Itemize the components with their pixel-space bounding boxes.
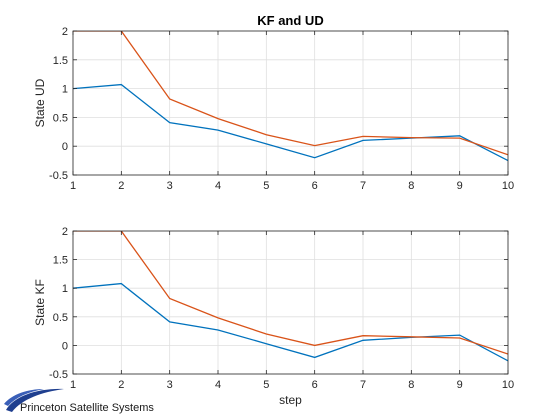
logo: Princeton Satellite Systems (4, 388, 154, 414)
top-y-axis-label: State UD (33, 78, 47, 127)
top-y-tick-label: 0.5 (53, 112, 68, 124)
top-axes-box (72, 30, 509, 176)
logo-text: Princeton Satellite Systems (20, 402, 154, 414)
bottom-y-tick-label: 0.5 (53, 312, 68, 324)
top-x-tick-label: 1 (70, 180, 76, 192)
bottom-y-tick-label: 1 (62, 283, 68, 295)
top-axes: 1 2 3 4 5 6 7 8 9 10 -0.5 0 0.5 1 1.5 2 KF and UD State U… (33, 13, 514, 192)
bottom-axes-box (72, 230, 509, 375)
top-y-tick-label: -0.5 (49, 170, 68, 182)
bottom-y-axis-label: State KF (33, 279, 47, 326)
top-y-tick-label: 0 (62, 141, 68, 153)
top-chart-title: KF and UD (257, 13, 323, 28)
top-plot-area (73, 31, 508, 175)
bottom-x-tick-label: 9 (457, 379, 463, 391)
bottom-x-tick-label: 10 (502, 379, 514, 391)
top-y-tick-label: 1.5 (53, 55, 68, 67)
bottom-x-tick-label: 4 (215, 379, 221, 391)
bottom-x-tick-label: 6 (312, 379, 318, 391)
top-series-line-2 (73, 31, 508, 156)
top-x-tick-label: 8 (408, 180, 414, 192)
top-x-tick-label: 9 (457, 180, 463, 192)
top-series-line-1 (73, 83, 508, 162)
bottom-x-tick-label: 7 (360, 379, 366, 391)
top-x-tick-label: 2 (118, 180, 124, 192)
top-x-tick-label: 3 (167, 180, 173, 192)
top-x-tick-label: 7 (360, 180, 366, 192)
bottom-series-line-1 (73, 282, 508, 362)
top-x-tick-label: 5 (263, 180, 269, 192)
top-y-tick-label: 1 (62, 84, 68, 96)
bottom-x-axis-label: step (279, 393, 302, 407)
top-x-tick-label: 10 (502, 180, 514, 192)
bottom-x-tick-label: 3 (167, 379, 173, 391)
top-x-tick-label: 4 (215, 180, 221, 192)
bottom-series-line-2 (73, 231, 508, 355)
bottom-y-tick-label: -0.5 (49, 369, 68, 381)
bottom-y-tick-label: 0 (62, 340, 68, 352)
bottom-y-tick-label: 2 (62, 226, 68, 238)
bottom-x-tick-label: 2 (118, 379, 124, 391)
top-x-tick-label: 6 (312, 180, 318, 192)
bottom-plot-area (73, 231, 508, 374)
bottom-x-tick-label: 8 (408, 379, 414, 391)
bottom-y-tick-label: 1.5 (53, 255, 68, 267)
bottom-x-tick-label: 1 (70, 379, 76, 391)
bottom-axes: 1 2 3 4 5 6 7 8 9 10 -0.5 0 0.5 1 1.5 2 State KF step (33, 226, 514, 407)
top-y-tick-label: 2 (62, 26, 68, 38)
bottom-x-tick-label: 5 (263, 379, 269, 391)
swoosh-logo-icon (4, 388, 64, 412)
